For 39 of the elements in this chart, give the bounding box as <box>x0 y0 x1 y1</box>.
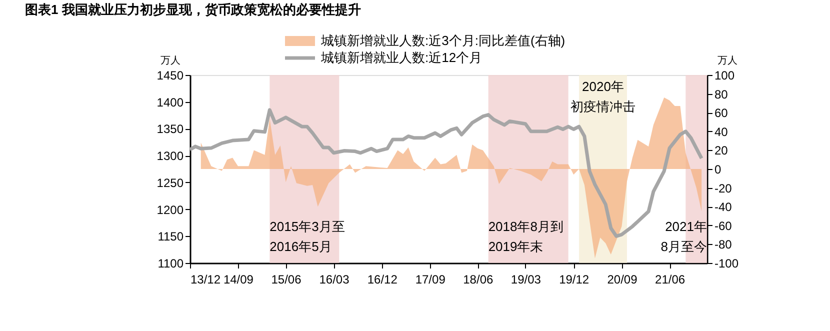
legend-label: 城镇新增就业人数:近12个月 <box>320 50 482 65</box>
y2-tick-label: -40 <box>714 200 732 214</box>
x-tick-label: 16/03 <box>319 272 350 286</box>
band-label: 2018年8月到 2019年末 <box>488 219 564 254</box>
y2-tick-label: 60 <box>714 106 728 120</box>
y-tick-label: 1200 <box>156 202 184 217</box>
y2-tick-label: -60 <box>714 218 732 233</box>
y2-tick-label: 20 <box>714 144 728 158</box>
chart-title: 图表1 我国就业压力初步显现，货币政策宽松的必要性提升 <box>25 2 361 17</box>
x-tick-label: 17/09 <box>415 272 446 286</box>
y-tick-label: 1300 <box>156 149 184 164</box>
y-tick-label: 1350 <box>156 122 184 136</box>
y-tick-label: 1450 <box>156 68 184 82</box>
y-tick-label: 1250 <box>156 176 184 190</box>
y-tick-label: 1100 <box>158 256 184 270</box>
y2-tick-label: 0 <box>714 162 722 176</box>
band-label: 2015年3月至 2016年5月 <box>270 219 345 254</box>
x-tick-label: 18/06 <box>463 272 494 286</box>
y2-tick-label: 40 <box>714 124 728 139</box>
x-tick-label: 19/12 <box>559 272 590 286</box>
y2-tick-label: 80 <box>714 87 728 102</box>
x-tick-label: 15/06 <box>271 272 302 286</box>
legend-label: 城镇新增就业人数:近3个月:同比差值(右轴) <box>320 33 566 48</box>
x-tick-label: 20/09 <box>607 272 638 286</box>
y-tick-label: 1150 <box>158 230 184 244</box>
y2-tick-label: -20 <box>714 181 732 196</box>
x-tick-label: 13/12 <box>190 272 221 286</box>
band-label: 2021年 8月至今 <box>660 219 707 254</box>
y2-tick-label: -100 <box>714 256 739 270</box>
x-tick-label: 16/12 <box>367 272 398 286</box>
y2-tick-label: -80 <box>714 238 732 252</box>
x-tick-label: 14/09 <box>223 272 254 286</box>
x-tick-label: 21/06 <box>655 272 686 286</box>
band-label: 2020年初疫情冲击 <box>570 79 636 114</box>
y2-axis-title: 万人 <box>718 56 738 66</box>
y2-tick-label: 100 <box>714 68 735 82</box>
y-axis-title: 万人 <box>160 56 180 66</box>
y-tick-label: 1400 <box>156 95 184 110</box>
x-tick-label: 19/03 <box>510 272 542 286</box>
